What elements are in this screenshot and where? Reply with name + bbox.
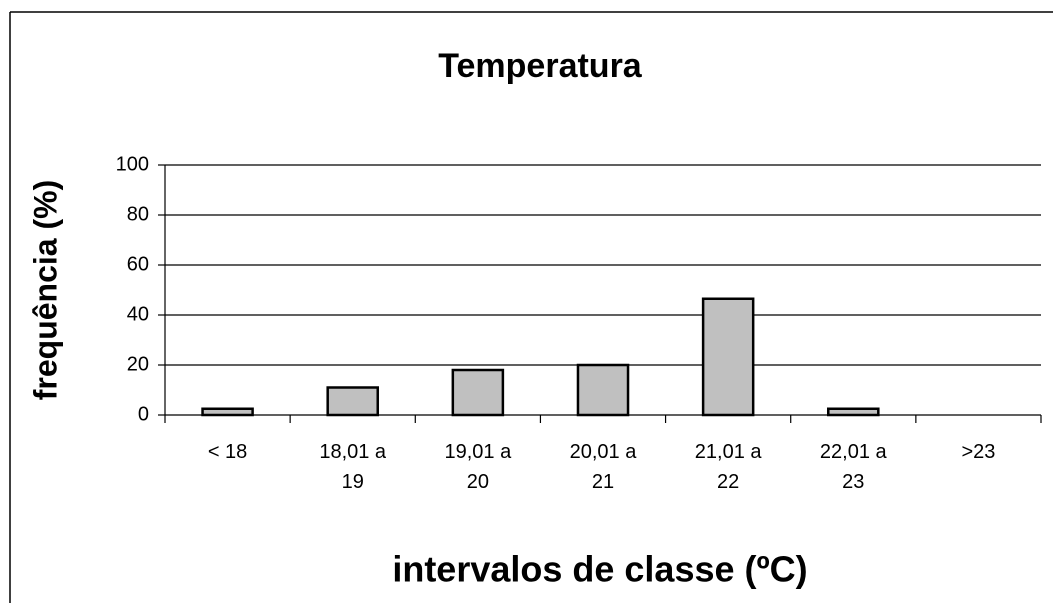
x-tick-label: < 18	[207, 441, 248, 463]
y-tick-label: 20	[127, 353, 149, 375]
x-tick-label: 18,01 a 19	[319, 441, 387, 493]
y-axis-label: frequência (%)	[27, 180, 63, 400]
x-tick-label: >23	[961, 441, 996, 463]
x-tick-label: 21,01 a 22	[694, 441, 762, 493]
y-tick-label: 100	[116, 153, 149, 175]
y-tick-label: 0	[138, 403, 149, 425]
y-tick-label: 60	[127, 253, 149, 275]
bar	[701, 297, 755, 417]
x-tick-label: 20,01 a 21	[569, 441, 637, 493]
chart-title: Temperatura	[438, 47, 643, 85]
x-tick-label: 19,01 a 20	[444, 441, 512, 493]
y-tick-label: 40	[127, 303, 149, 325]
bar	[827, 407, 880, 417]
x-tick-label: 22,01 a 23	[819, 441, 887, 493]
x-axis-label: intervalos de classe (ºC)	[392, 549, 807, 590]
y-tick-label: 80	[127, 203, 149, 225]
bar	[201, 407, 254, 417]
bar	[326, 386, 379, 417]
bar	[576, 363, 630, 417]
bar	[451, 368, 505, 417]
